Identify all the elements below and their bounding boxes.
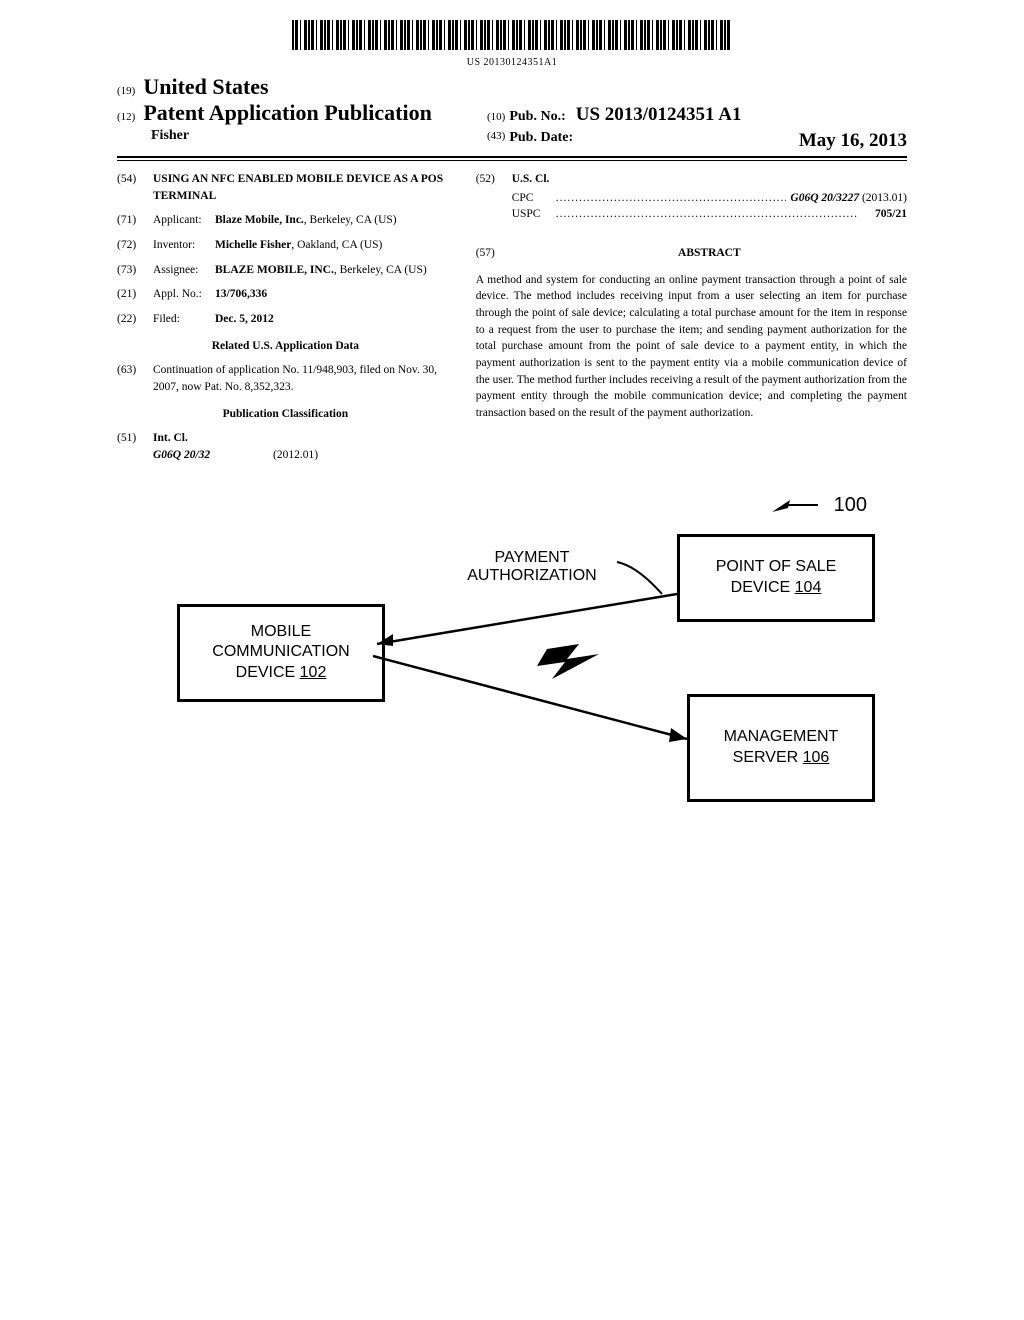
code-54: (54) — [117, 171, 153, 204]
code-10: (10) — [487, 111, 505, 123]
figure-1: 100 PAYMENT AUTHORIZATION MOBILE COMMUNI… — [147, 494, 877, 854]
code-12: (12) — [117, 111, 135, 123]
abstract-head: ABSTRACT — [678, 247, 741, 259]
field-73-assignee: (73) Assignee: BLAZE MOBILE, INC., Berke… — [117, 262, 454, 279]
publication-header: (19) United States (12) Patent Applicati… — [117, 74, 907, 152]
code-71: (71) — [117, 212, 153, 229]
pubno-label: Pub. No.: — [509, 109, 565, 124]
assignee-loc: , Berkeley, CA (US) — [334, 264, 427, 276]
code-21: (21) — [117, 286, 153, 303]
applicant-name: Blaze Mobile, Inc. — [215, 214, 304, 226]
pubno-value: US 2013/0124351 A1 — [576, 104, 742, 125]
abstract-text: A method and system for conducting an on… — [476, 272, 907, 422]
intcl-class: G06Q 20/32 — [153, 449, 210, 461]
applicant-loc: , Berkeley, CA (US) — [304, 214, 397, 226]
left-column: (54) USING AN NFC ENABLED MOBILE DEVICE … — [117, 171, 454, 464]
applicant-label: Applicant: — [153, 212, 215, 229]
filed-label: Filed: — [153, 311, 215, 328]
inventor-label: Inventor: — [153, 237, 215, 254]
pubdate-label: Pub. Date: — [509, 130, 573, 152]
assignee-label: Assignee: — [153, 262, 215, 279]
field-22-filed: (22) Filed: Dec. 5, 2012 — [117, 311, 454, 328]
related-appdata-head: Related U.S. Application Data — [117, 338, 454, 355]
filed-value: Dec. 5, 2012 — [215, 313, 274, 325]
barcode-graphic — [292, 20, 732, 50]
barcode-block: US 20130124351A1 — [117, 20, 907, 68]
field-21-applno: (21) Appl. No.: 13/706,336 — [117, 286, 454, 303]
uspc-key: USPC — [512, 206, 556, 223]
barcode-number: US 20130124351A1 — [117, 57, 907, 68]
dot-leader — [556, 190, 787, 207]
continuation-text: Continuation of application No. 11/948,9… — [153, 362, 454, 395]
code-57: (57) — [476, 245, 512, 262]
code-73: (73) — [117, 262, 153, 279]
code-19: (19) — [117, 85, 135, 97]
code-43: (43) — [487, 130, 505, 152]
code-51: (51) — [117, 430, 153, 463]
uscl-label: U.S. Cl. — [512, 173, 550, 185]
code-63: (63) — [117, 362, 153, 395]
dot-leader — [556, 206, 871, 223]
cpc-key: CPC — [512, 190, 556, 207]
right-column: (52) U.S. Cl. CPC G06Q 20/3227 (2013.01)… — [476, 171, 907, 464]
field-52-uscl: (52) U.S. Cl. — [476, 171, 907, 188]
uspc-value: 705/21 — [875, 208, 907, 220]
field-72-inventor: (72) Inventor: Michelle Fisher, Oakland,… — [117, 237, 454, 254]
rule-thick — [117, 156, 907, 158]
bibliographic-columns: (54) USING AN NFC ENABLED MOBILE DEVICE … — [117, 171, 907, 464]
applno-value: 13/706,336 — [215, 288, 267, 300]
cpc-value: G06Q 20/3227 (2013.01) — [786, 190, 907, 207]
inventor-value: Michelle Fisher, Oakland, CA (US) — [215, 237, 454, 254]
assignee-value: BLAZE MOBILE, INC., Berkeley, CA (US) — [215, 262, 454, 279]
field-63-continuation: (63) Continuation of application No. 11/… — [117, 362, 454, 395]
applno-label: Appl. No.: — [153, 286, 215, 303]
pub-classification-head: Publication Classification — [117, 406, 454, 423]
rule-thin — [117, 160, 907, 161]
inventor-name: Michelle Fisher — [215, 239, 291, 251]
code-52: (52) — [476, 171, 512, 188]
code-72: (72) — [117, 237, 153, 254]
author: Fisher — [151, 128, 487, 144]
applicant-value: Blaze Mobile, Inc., Berkeley, CA (US) — [215, 212, 454, 229]
inventor-loc: , Oakland, CA (US) — [291, 239, 382, 251]
intcl-label: Int. Cl. — [153, 432, 188, 444]
country: United States — [143, 74, 268, 99]
field-71-applicant: (71) Applicant: Blaze Mobile, Inc., Berk… — [117, 212, 454, 229]
uspc-line: USPC 705/21 — [512, 206, 907, 223]
pubdate-value: May 16, 2013 — [799, 130, 907, 152]
field-54-title: (54) USING AN NFC ENABLED MOBILE DEVICE … — [117, 171, 454, 204]
figure-connectors — [147, 494, 877, 854]
cpc-line: CPC G06Q 20/3227 (2013.01) — [512, 190, 907, 207]
assignee-name: BLAZE MOBILE, INC. — [215, 264, 334, 276]
doc-type: Patent Application Publication — [143, 100, 431, 125]
invention-title: USING AN NFC ENABLED MOBILE DEVICE AS A … — [153, 171, 454, 204]
field-51-intcl: (51) Int. Cl. G06Q 20/32 (2012.01) — [117, 430, 454, 463]
code-22: (22) — [117, 311, 153, 328]
intcl-year: (2012.01) — [273, 447, 318, 464]
